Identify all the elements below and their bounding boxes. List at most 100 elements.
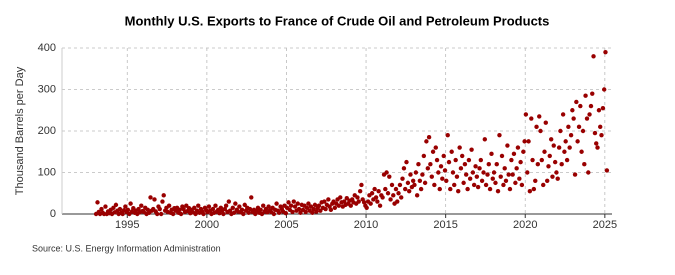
point: [425, 166, 431, 171]
point: [527, 188, 533, 194]
point: [434, 157, 440, 163]
point: [566, 124, 571, 130]
point: [442, 168, 448, 173]
point: [429, 174, 434, 179]
x-tick-label: 2005: [274, 219, 298, 231]
point: [310, 210, 315, 215]
point: [318, 208, 323, 213]
point: [422, 180, 428, 186]
point: [233, 201, 238, 206]
point: [139, 203, 144, 208]
point: [290, 209, 295, 215]
point: [590, 91, 595, 96]
point: [436, 170, 441, 175]
point: [570, 108, 575, 113]
point: [481, 170, 486, 175]
x-tick-label: 2025: [593, 219, 617, 231]
y-axis-label: Thousand Barrels per Day: [14, 66, 26, 195]
point: [396, 191, 401, 196]
point: [348, 203, 353, 208]
point: [128, 201, 133, 206]
point: [375, 199, 380, 204]
point: [505, 143, 510, 148]
point: [456, 188, 461, 194]
point: [594, 141, 599, 146]
point: [421, 153, 427, 159]
point: [314, 209, 319, 214]
point: [466, 157, 472, 163]
point: [603, 49, 608, 55]
point: [426, 135, 432, 140]
point: [483, 182, 489, 188]
point: [416, 162, 421, 167]
point: [538, 128, 543, 134]
point: [266, 204, 271, 209]
point: [489, 151, 494, 157]
point: [578, 103, 583, 109]
point: [498, 174, 503, 179]
point: [457, 145, 462, 150]
point: [517, 176, 522, 181]
y-tick-label: 200: [38, 125, 56, 137]
point: [449, 149, 454, 154]
point: [588, 103, 594, 109]
point: [485, 172, 490, 177]
point: [95, 200, 100, 205]
point: [461, 180, 466, 186]
point: [372, 186, 377, 192]
point: [506, 172, 511, 177]
point: [393, 186, 399, 192]
point: [387, 174, 392, 179]
point: [288, 203, 294, 208]
point: [556, 145, 562, 150]
point: [462, 162, 468, 167]
point: [486, 162, 491, 167]
point: [103, 204, 108, 209]
point: [584, 116, 590, 121]
point: [437, 186, 442, 192]
point: [306, 201, 311, 206]
point: [463, 172, 469, 177]
point: [491, 170, 497, 175]
point: [445, 132, 450, 138]
point: [384, 170, 389, 175]
point: [554, 170, 559, 175]
point: [223, 203, 229, 208]
point: [598, 124, 603, 130]
point: [177, 207, 182, 213]
point: [518, 159, 523, 165]
point: [550, 174, 555, 179]
point: [601, 87, 607, 92]
point: [514, 166, 519, 171]
point: [210, 206, 216, 212]
point: [460, 153, 465, 159]
point: [502, 166, 507, 171]
y-tick-label: 400: [38, 42, 56, 54]
point: [376, 188, 381, 194]
point: [253, 211, 258, 217]
point: [424, 139, 429, 144]
point: [522, 139, 527, 144]
point: [531, 186, 537, 192]
point: [246, 210, 251, 215]
point: [327, 204, 332, 209]
point: [465, 186, 470, 192]
point: [596, 108, 602, 113]
point: [510, 172, 515, 177]
point: [111, 205, 116, 210]
point: [323, 206, 328, 212]
point: [113, 202, 119, 208]
point: [408, 172, 413, 177]
point: [412, 182, 417, 188]
point: [533, 178, 538, 183]
point: [529, 116, 534, 121]
point: [432, 182, 437, 188]
point: [571, 116, 576, 121]
point: [592, 130, 598, 136]
point: [258, 207, 263, 213]
point: [470, 170, 476, 175]
point: [373, 195, 379, 200]
point: [599, 132, 604, 138]
